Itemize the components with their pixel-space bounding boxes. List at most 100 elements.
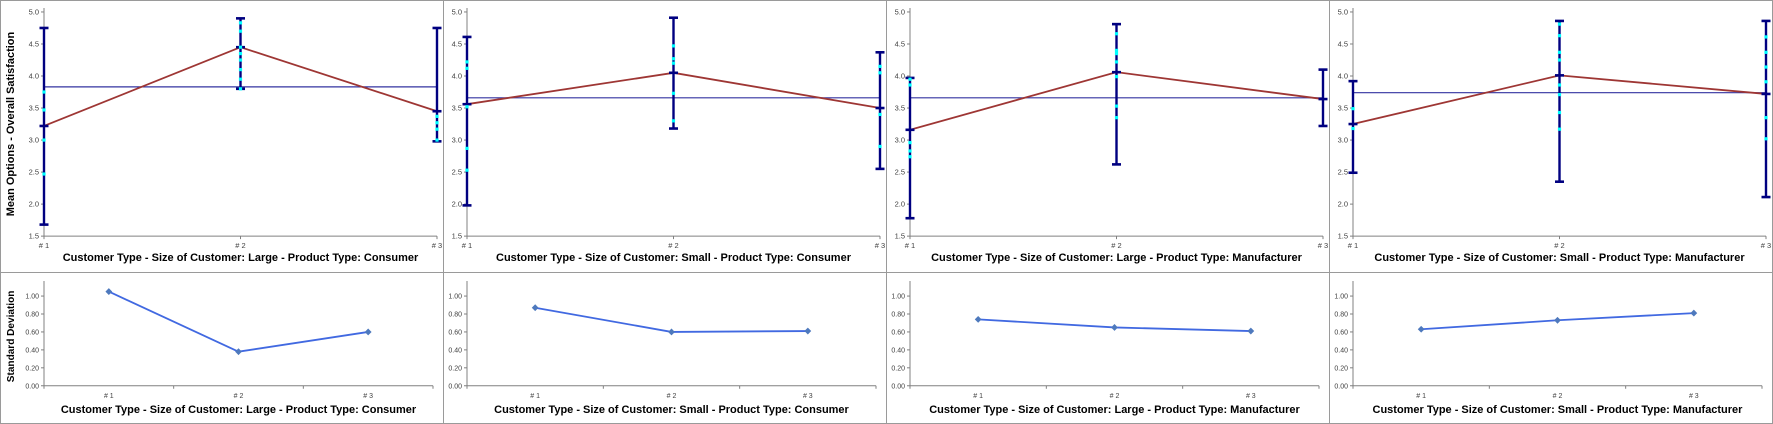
y-tick-label: 0.60 [891,329,905,336]
y-tick-label: 2.0 [895,200,905,209]
panel-column-small-consumer: 5.0 4.5 4.0 3.5 3.0 2.5 2.0 1.5 # 1 # 2 # 3 Custome… [444,1,887,423]
y-tick-label: 5.0 [452,7,462,16]
x-tick-label: # 3 [1318,241,1328,250]
data-point [435,127,439,131]
y-tick-label: 1.00 [1334,294,1348,301]
data-point [465,105,469,109]
std-marker [1111,324,1118,331]
y-tick-label: 5.0 [1338,7,1348,16]
data-point [1764,137,1768,141]
data-point [1764,50,1768,54]
std-marker [804,327,812,335]
y-tick-label: 0.80 [448,312,462,319]
chart-mean-large-manufacturer: 5.0 4.5 4.0 3.5 3.0 2.5 2.0 1.5 # 1 # 2 # 3 Custome… [887,1,1329,273]
data-point [238,29,243,33]
data-point [878,112,882,117]
y-tick-label: 5.0 [895,7,905,16]
x-axis-title: Customer Type - Size of Customer: Small … [1373,404,1744,416]
x-axis-title: Customer Type - Size of Customer: Large … [929,404,1300,416]
std-marker [974,315,982,323]
y-tick-label: 0.40 [891,347,905,354]
mean-small-manufacturer-svg: 5.0 4.5 4.0 3.5 3.0 2.5 2.0 1.5# 1 # 2 # 3 Custome… [1338,7,1772,264]
y-tick-label: 2.5 [452,168,462,177]
mean-large-consumer-svg: 5.0 4.5 4.0 3.5 3.0 2.5 2.0 1.5# 1 # 2 # 3 Custome… [5,7,442,264]
panel-column-small-manufacturer: 5.0 4.5 4.0 3.5 3.0 2.5 2.0 1.5 # 1 # 2 # 3 Custome… [1330,1,1772,423]
data-point [1764,65,1768,69]
chart-mean-small-consumer: 5.0 4.5 4.0 3.5 3.0 2.5 2.0 1.5 # 1 # 2 # 3 Custome… [444,1,886,273]
y-tick-label: 4.5 [1338,39,1348,48]
x-tick-label: # 1 [1416,393,1426,400]
y-tick-label: 0.40 [448,347,462,354]
y-tick-label: 0.40 [1334,347,1348,354]
data-point [1114,48,1119,52]
y-tick-label: 0.60 [1334,329,1348,336]
y-tick-label: 0.20 [448,365,462,372]
y-tick-label: 0.00 [25,383,39,390]
data-point [465,60,469,64]
data-point [435,121,439,125]
mean-large-manufacturer-svg: 5.0 4.5 4.0 3.5 3.0 2.5 2.0 1.5# 1 # 2 # 3 Custome… [895,7,1329,264]
y-tick-label: 3.5 [452,104,462,113]
data-point [238,77,243,81]
std-large-consumer-svg: 1.00 0.80 0.60 0.40 0.20 0.00 # 1 # 2 # 3 Custome… [6,281,434,416]
data-point [465,168,469,172]
y-tick-label: 3.5 [1338,104,1348,113]
x-tick-label: # 1 [462,241,472,250]
data-point [435,114,439,118]
data-point [671,119,676,123]
y-tick-label: 0.20 [1334,365,1348,372]
data-point [1557,58,1562,62]
x-axis-title: Customer Type - Size of Customer: Large … [63,252,419,264]
y-tick-label: 0.60 [25,329,39,336]
x-tick-label: # 3 [875,241,885,250]
y-tick-label: 4.5 [29,39,39,48]
x-tick-label: # 2 [234,393,244,400]
y-tick-label: 3.0 [29,136,39,145]
data-point [671,61,676,65]
std-marker [105,288,113,296]
data-point [42,108,46,112]
x-tick-label: # 2 [1554,241,1564,250]
chart-std-large-consumer: 1.00 0.80 0.60 0.40 0.20 0.00 # 1 # 2 # 3 Custome… [1,273,443,423]
std-marker [1247,327,1255,335]
data-point [42,138,46,142]
std-large-manufacturer-svg: 1.00 0.80 0.60 0.40 0.20 0.00 # 1 # 2 # 3 Custome… [891,281,1320,416]
data-point [1764,116,1768,120]
x-tick-label: # 3 [1761,241,1771,250]
y-tick-label: 4.0 [452,72,462,81]
std-marker [364,328,372,336]
data-point [1114,104,1119,108]
chart-std-large-manufacturer: 1.00 0.80 0.60 0.40 0.20 0.00 # 1 # 2 # 3 Custome… [887,273,1329,423]
y-axis-title: Mean Options - Overall Satisfaction [5,32,17,217]
data-point [1764,35,1768,39]
y-tick-label: 3.0 [895,136,905,145]
data-point [878,71,882,75]
data-point [42,90,46,94]
y-tick-label: 2.0 [1338,200,1348,209]
data-point [1114,51,1119,56]
y-tick-label: 2.5 [1338,168,1348,177]
x-tick-label: # 2 [1110,393,1120,400]
x-tick-label: # 3 [1689,393,1699,400]
y-tick-label: 3.0 [452,136,462,145]
x-tick-label: # 3 [803,393,813,400]
y-tick-label: 0.00 [448,383,462,390]
data-point [908,77,912,81]
data-point [1114,60,1119,64]
y-tick-label: 1.00 [448,294,462,301]
y-tick-label: 3.5 [895,104,905,113]
y-tick-label: 0.20 [891,365,905,372]
x-axis-title: Customer Type - Size of Customer: Large … [61,404,417,416]
data-point [435,138,439,142]
y-tick-label: 0.80 [25,312,39,319]
std-small-manufacturer-svg: 1.00 0.80 0.60 0.40 0.20 0.00 # 1 # 2 # 3 Custome… [1334,281,1763,416]
data-point [238,21,243,25]
data-point [1114,75,1119,79]
data-point [42,172,46,176]
std-small-consumer-svg: 1.00 0.80 0.60 0.40 0.20 0.00 # 1 # 2 # 3 Custome… [448,281,877,416]
y-tick-label: 0.80 [891,312,905,319]
x-axis-title: Customer Type - Size of Customer: Small … [494,404,849,416]
data-point [465,66,469,70]
data-point [908,149,912,153]
